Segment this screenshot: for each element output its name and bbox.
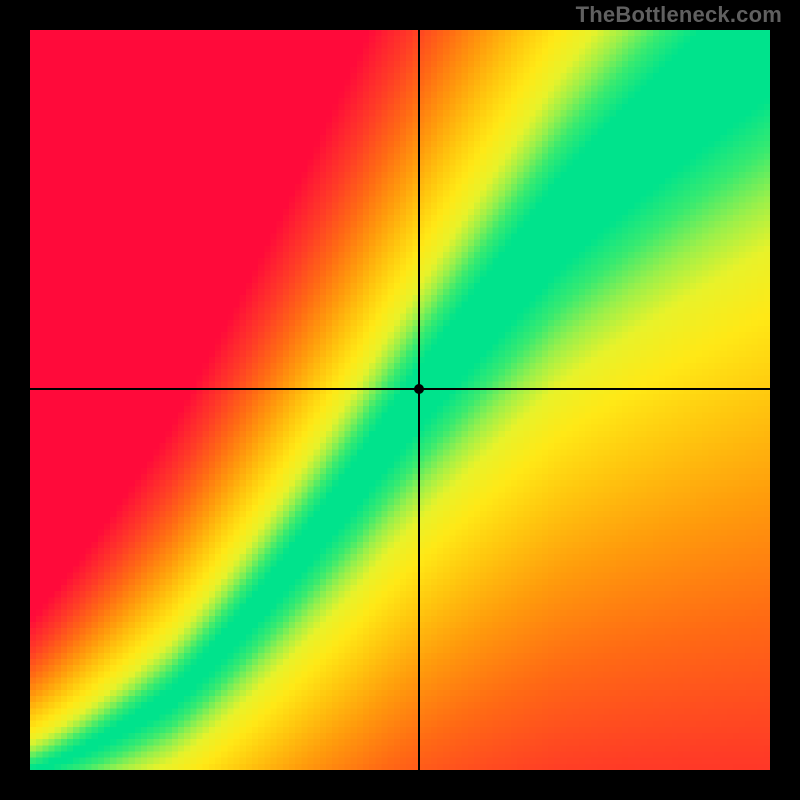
chart-frame: { "watermark": { "text": "TheBottleneck.… [0,0,800,800]
watermark-text: TheBottleneck.com [576,2,782,28]
heatmap-canvas [30,30,770,770]
plot-area [30,30,770,770]
crosshair-horizontal [30,388,770,390]
crosshair-marker [414,384,424,394]
crosshair-vertical [418,30,420,770]
